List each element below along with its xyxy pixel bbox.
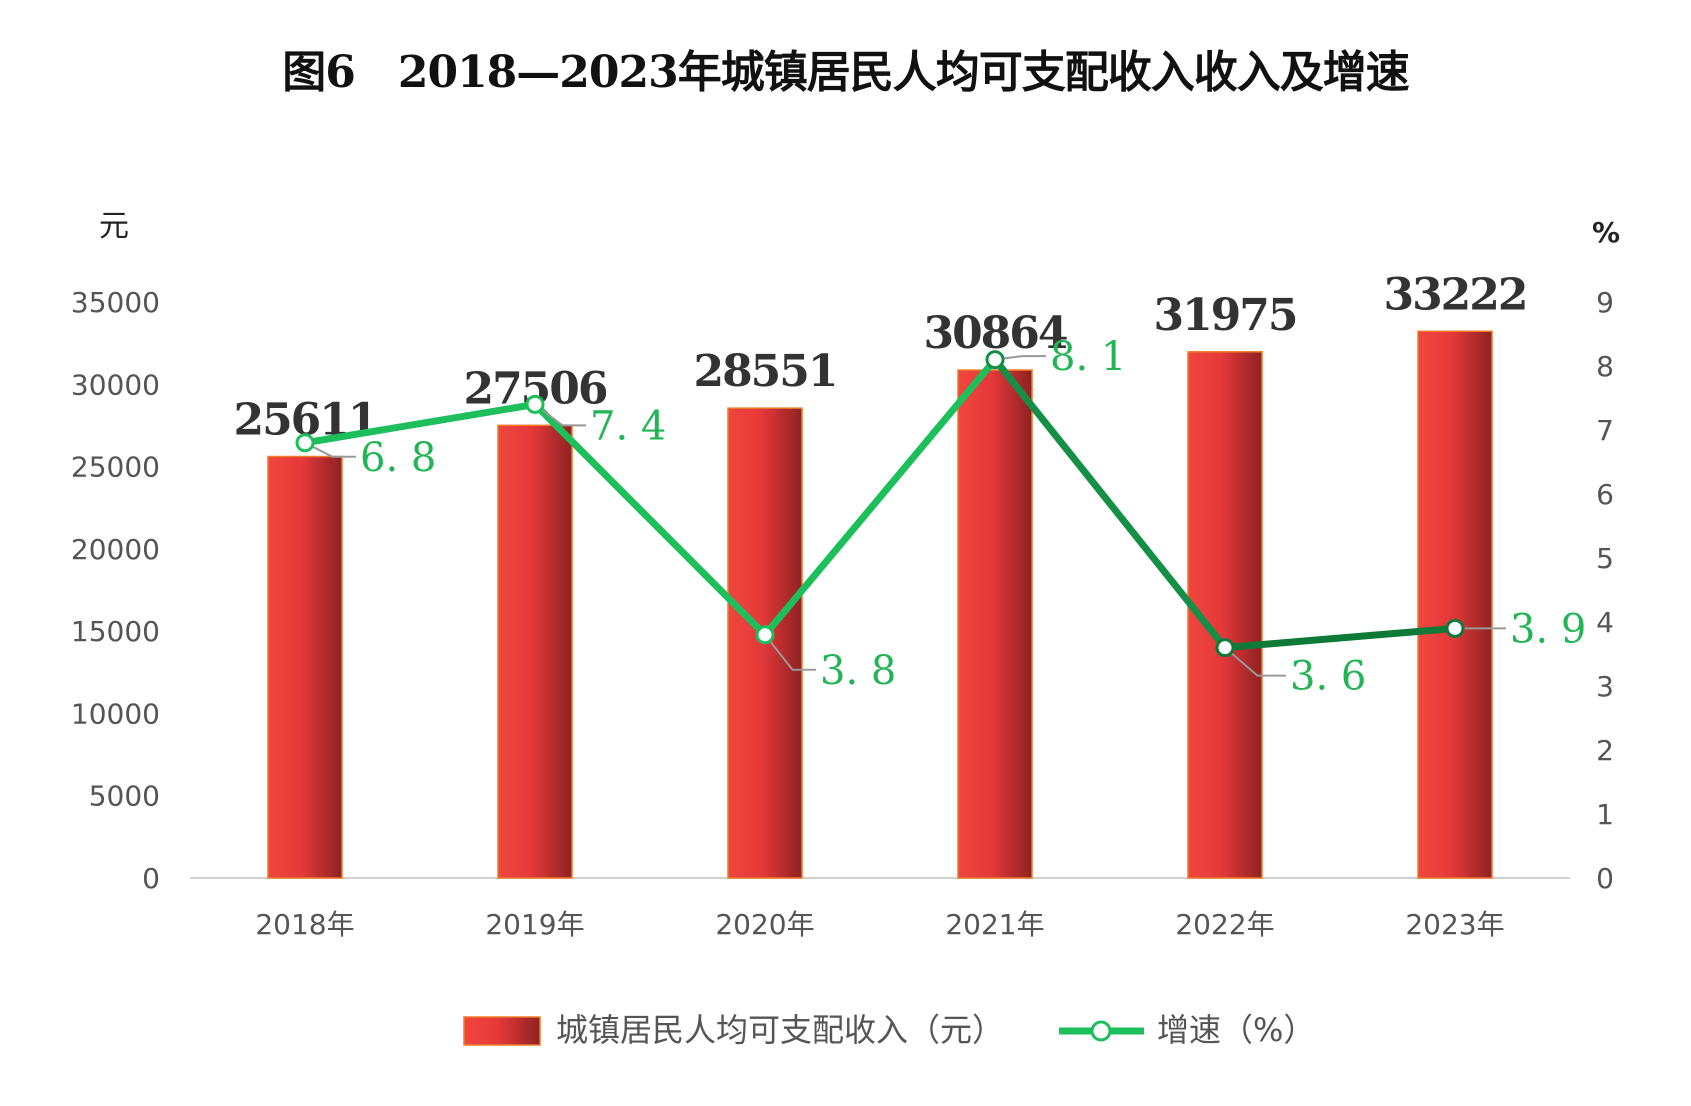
y-left-tick-label: 20000 xyxy=(71,533,160,566)
line-point xyxy=(755,625,775,645)
legend-line-marker xyxy=(1090,1020,1112,1042)
leader-line xyxy=(764,634,816,671)
x-tick-label: 2023年 xyxy=(1405,908,1504,941)
line-data-label: 3. 6 xyxy=(1290,654,1366,700)
line-point xyxy=(525,394,545,414)
line-data-label: 8. 1 xyxy=(1050,334,1126,380)
x-tick-label: 2019年 xyxy=(485,908,584,941)
x-tick-label: 2020年 xyxy=(715,908,814,941)
y-left-tick-label: 35000 xyxy=(71,286,160,319)
bar-data-label: 28551 xyxy=(693,346,836,397)
line-point xyxy=(295,433,315,453)
line-point xyxy=(1215,638,1235,658)
y-right-tick-label: 2 xyxy=(1596,734,1614,767)
line-segment xyxy=(991,356,1229,652)
chart-title: 图6 2018—2023年城镇居民人均可支配收入收入及增速 xyxy=(282,47,1410,98)
y-right-tick-label: 9 xyxy=(1596,286,1614,319)
line-data-label: 7. 4 xyxy=(590,403,666,449)
y-right-tick-label: 3 xyxy=(1596,670,1614,703)
line-segment xyxy=(1221,624,1459,652)
line-data-label: 6. 8 xyxy=(360,435,436,481)
leader-line xyxy=(1224,646,1286,677)
y-right-tick-label: 5 xyxy=(1596,542,1614,575)
bar xyxy=(497,424,573,879)
x-tick-label: 2021年 xyxy=(945,908,1044,941)
line-segment xyxy=(761,356,999,639)
bar xyxy=(1417,330,1493,879)
bar-data-label: 33222 xyxy=(1383,269,1526,320)
y-right-tick-label: 6 xyxy=(1596,478,1614,511)
y-left-tick-label: 5000 xyxy=(89,780,160,813)
line-data-label: 3. 9 xyxy=(1510,606,1586,652)
line-segment xyxy=(301,400,539,447)
line-segment xyxy=(531,400,769,639)
line-data-label: 3. 8 xyxy=(820,648,896,694)
legend-bar-swatch xyxy=(463,1016,541,1046)
leader-line xyxy=(534,403,586,427)
y-left-axis-label: 元 xyxy=(99,209,129,244)
y-right-tick-label: 7 xyxy=(1596,414,1614,447)
y-left-tick-label: 0 xyxy=(142,862,160,895)
y-left-tick-label: 30000 xyxy=(71,368,160,401)
bar xyxy=(957,369,1033,879)
y-right-tick-label: 4 xyxy=(1596,606,1614,639)
x-tick-label: 2018年 xyxy=(255,908,354,941)
x-tick-label: 2022年 xyxy=(1175,908,1274,941)
bar xyxy=(267,455,343,879)
y-right-tick-label: 8 xyxy=(1596,350,1614,383)
line-point xyxy=(985,350,1005,370)
y-right-tick-label: 1 xyxy=(1596,798,1614,831)
y-left-tick-label: 15000 xyxy=(71,615,160,648)
leader-line xyxy=(304,441,356,458)
legend-bar-label: 城镇居民人均可支配收入（元） xyxy=(556,1011,1004,1049)
legend-line-label: 增速（%） xyxy=(1157,1011,1315,1049)
bar-data-label: 31975 xyxy=(1153,290,1296,341)
line-point xyxy=(1445,618,1465,638)
y-left-tick-label: 25000 xyxy=(71,451,160,484)
y-right-tick-label: 0 xyxy=(1596,862,1614,895)
y-right-axis-label: % xyxy=(1592,216,1620,249)
y-left-tick-label: 10000 xyxy=(71,697,160,730)
